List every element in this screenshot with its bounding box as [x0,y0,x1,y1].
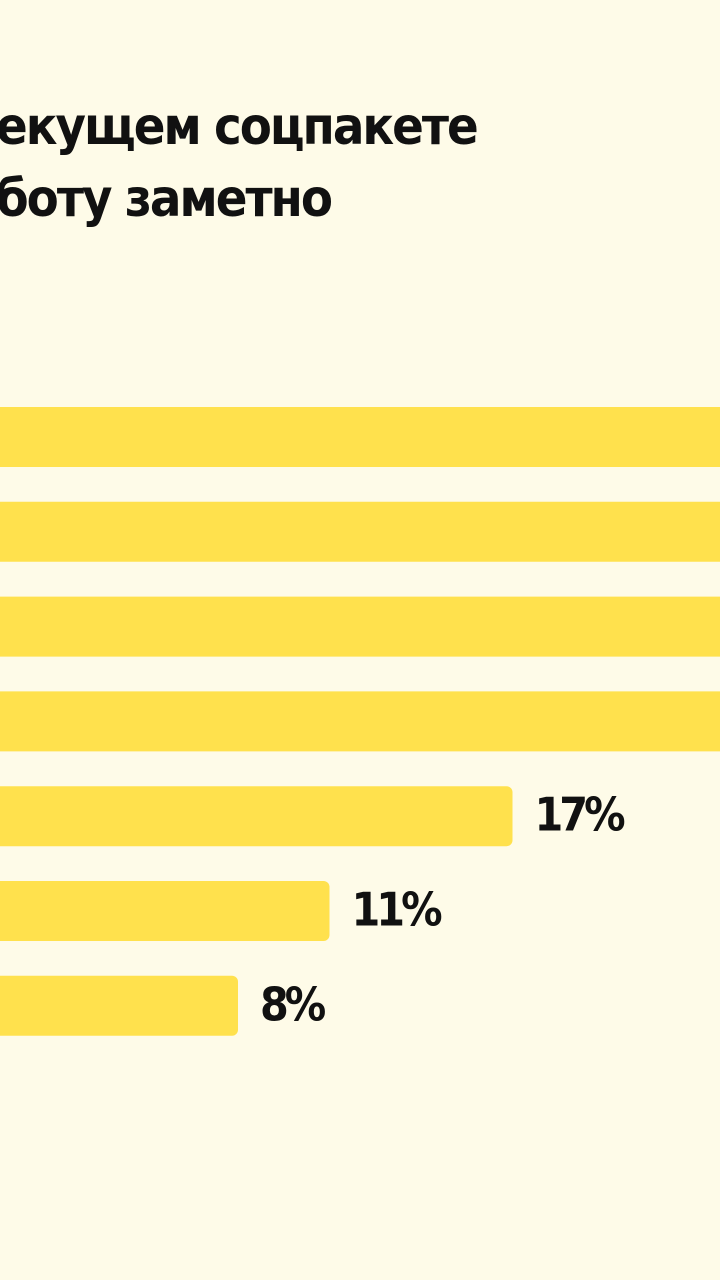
chart-title-line: боту заметно [0,169,332,229]
bar [0,691,720,752]
value-label: 8% [260,977,326,1031]
bar [0,501,720,562]
bar [0,881,330,941]
chart-title-line: екущем соцпакете [0,97,477,157]
value-label: 11% [352,883,443,937]
bar [0,596,720,657]
bar [0,786,513,847]
value-label: 17% [535,788,626,842]
bar [0,975,238,1036]
bar [0,407,720,467]
